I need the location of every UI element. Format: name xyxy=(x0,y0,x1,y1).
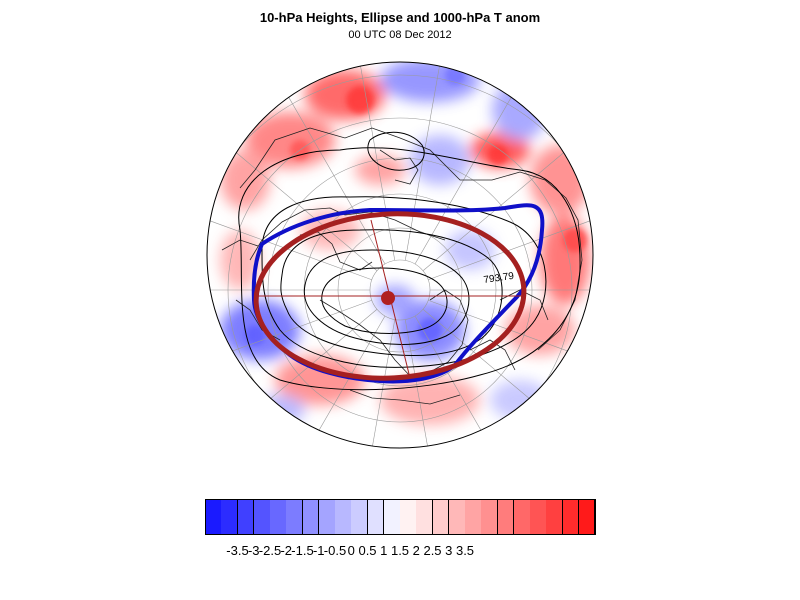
meridian-line xyxy=(207,200,372,281)
vortex-ellipse xyxy=(253,211,527,381)
color-scale-box xyxy=(221,499,238,535)
color-scale-label: 1 xyxy=(380,543,388,558)
color-scale-box xyxy=(383,499,401,535)
color-scale-box xyxy=(448,499,466,535)
color-scale-box xyxy=(237,499,255,535)
color-scale-label: -0.5 xyxy=(323,543,347,558)
color-scale-box xyxy=(400,499,417,535)
color-scale-label: 0 xyxy=(347,543,355,558)
map-title: 10-hPa Heights, Ellipse and 1000-hPa T a… xyxy=(259,10,541,25)
color-scale-box xyxy=(497,499,515,535)
color-scale-label: -2 xyxy=(280,543,293,558)
color-scale-box xyxy=(530,499,547,535)
map-subtitle: 00 UTC 08 Dec 2012 xyxy=(348,29,452,41)
color-scale-label: 0.5 xyxy=(358,543,377,558)
globe-boundary xyxy=(206,61,594,449)
meridian-line xyxy=(404,62,446,261)
color-scale-box xyxy=(367,499,385,535)
color-scale-label: -2.5 xyxy=(258,543,282,558)
color-scale xyxy=(205,499,596,535)
height-contours xyxy=(238,131,581,391)
meridian-line xyxy=(269,64,386,265)
color-scale-box xyxy=(205,499,222,535)
color-scale-box xyxy=(286,499,303,535)
meridian-line xyxy=(354,62,396,261)
color-scale-labels: -3.5 -3 -2.5 -2 -1.5 -1 -0.5 0 0.5 1 1.5 2 2.5 3 3.5 xyxy=(0,543,800,559)
color-scale-label: -3.5 xyxy=(226,543,249,558)
contour-label: 793.79 xyxy=(483,271,515,286)
color-scale-box xyxy=(351,499,368,535)
color-scale-label: -1 xyxy=(312,543,325,558)
color-scale-label: 2.5 xyxy=(423,543,442,558)
color-scale-label: 3.5 xyxy=(455,543,475,558)
meridian-line xyxy=(269,315,386,448)
meridian-line xyxy=(404,319,446,448)
meridian-line xyxy=(414,64,531,265)
color-scale-label: -1.5 xyxy=(291,543,314,558)
color-scale-box xyxy=(270,499,287,535)
color-scale-label: 1.5 xyxy=(390,543,410,558)
color-scale-box xyxy=(432,499,450,535)
color-scale-label: 3 xyxy=(445,543,453,558)
meridian-line xyxy=(428,299,593,380)
color-scale-box xyxy=(253,499,271,535)
meridian-line xyxy=(354,319,396,448)
color-scale-label: 2 xyxy=(412,543,420,558)
color-scale-box xyxy=(481,499,498,535)
color-scale-box xyxy=(318,499,336,535)
color-scale-box xyxy=(465,499,482,535)
color-scale-label: -3 xyxy=(247,543,260,558)
color-scale-box xyxy=(578,499,596,535)
color-scale-box xyxy=(513,499,531,535)
meridian-line xyxy=(414,315,531,448)
color-scale-box xyxy=(562,499,580,535)
color-scale-box xyxy=(302,499,320,535)
meridian-line xyxy=(207,299,372,380)
color-scale-box xyxy=(546,499,563,535)
ellipse-center-marker xyxy=(381,291,395,305)
color-scale-box xyxy=(335,499,352,535)
color-scale-box xyxy=(416,499,433,535)
meridian-line xyxy=(428,200,593,281)
